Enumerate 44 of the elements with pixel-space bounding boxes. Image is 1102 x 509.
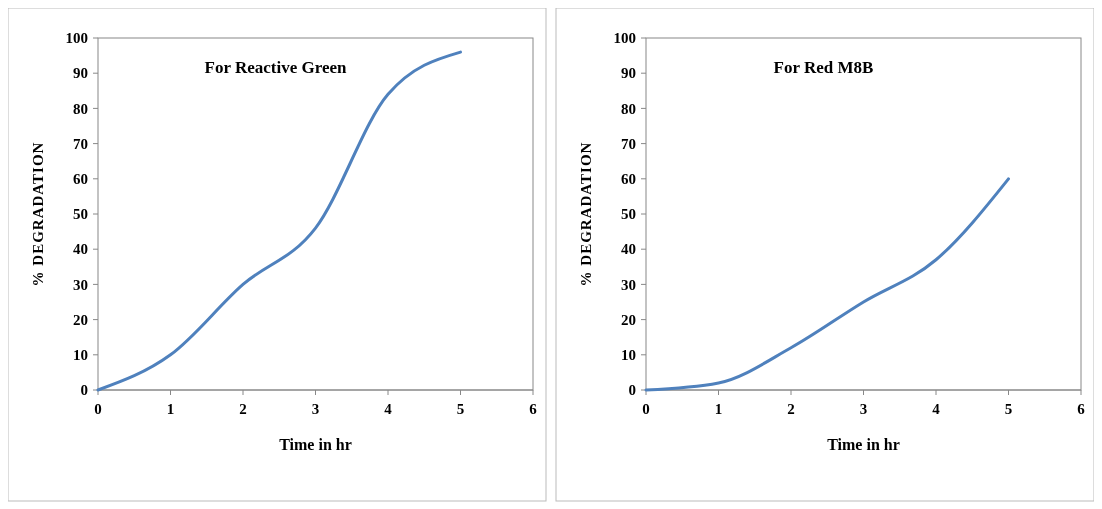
y-tick-label: 100 (613, 30, 636, 47)
text: For Reactive Green (204, 58, 347, 77)
y-tick-label: 80 (621, 100, 636, 117)
x-tick-label: 5 (456, 401, 465, 417)
x-tick-label: 3 (311, 401, 320, 417)
x-tick-label: 3 (859, 401, 868, 417)
y-tick-label: 80 (73, 100, 88, 117)
x-axis-title: Time in hr (279, 436, 352, 453)
line-series (644, 177, 1010, 392)
x-tick-label: 2 (239, 401, 247, 417)
x-tick-label: 4 (384, 401, 393, 417)
y-tick-label: 70 (73, 135, 88, 152)
x-axis-title: Time in hr (827, 436, 900, 453)
y-tick-label: 100 (65, 30, 88, 47)
y-tick-label: 10 (621, 347, 636, 364)
y-tick-label: 30 (73, 276, 88, 293)
x-tick-label: 6 (1077, 401, 1086, 417)
y-tick-label: 40 (73, 241, 88, 258)
y-tick-label: 10 (73, 347, 88, 364)
y-axis-title: % DEGRADATION (578, 141, 594, 287)
y-tick-label: 20 (73, 311, 88, 328)
x-tick-label: 1 (166, 401, 175, 417)
y-tick-label: 60 (73, 171, 88, 188)
x-tick-label: 5 (1004, 401, 1013, 417)
y-tick-label: 0 (628, 382, 636, 399)
x-tick-label: 6 (529, 401, 538, 417)
y-tick-label: 0 (80, 382, 88, 399)
y-tick-label: 30 (621, 276, 636, 293)
y-tick-label: 40 (621, 241, 636, 258)
text: For Red M8B (773, 58, 874, 77)
y-tick-label: 70 (621, 135, 636, 152)
y-tick-label: 50 (73, 206, 88, 223)
x-tick-label: 4 (932, 401, 941, 417)
y-tick-label: 90 (73, 65, 88, 82)
x-tick-label: 1 (714, 401, 723, 417)
y-axis-title: % DEGRADATION (30, 141, 46, 287)
x-tick-label: 2 (787, 401, 795, 417)
y-tick-label: 50 (621, 206, 636, 223)
x-tick-label: 0 (642, 401, 650, 417)
x-tick-label: 0 (94, 401, 102, 417)
y-tick-label: 20 (621, 311, 636, 328)
y-tick-label: 90 (621, 65, 636, 82)
line-series (96, 50, 462, 392)
y-tick-label: 60 (621, 171, 636, 188)
